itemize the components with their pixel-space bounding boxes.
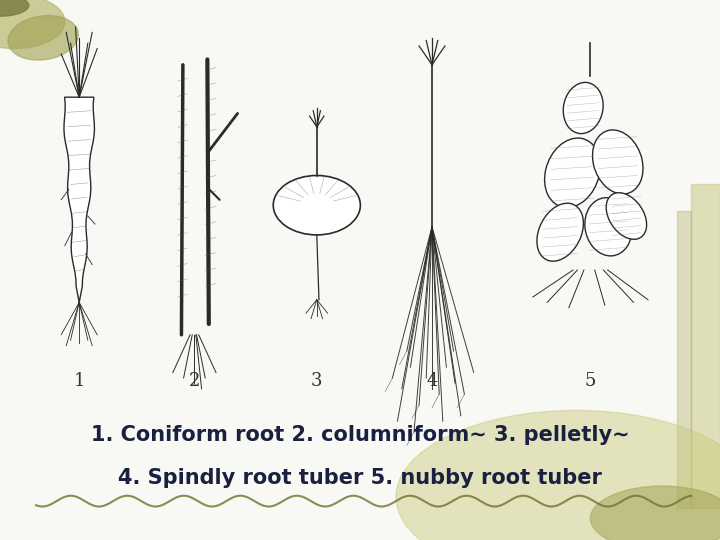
- Bar: [677, 211, 691, 508]
- Polygon shape: [64, 97, 94, 302]
- Ellipse shape: [544, 138, 600, 207]
- Text: 1. Coniform root 2. columniform∼ 3. pelletly∼: 1. Coniform root 2. columniform∼ 3. pell…: [91, 424, 629, 445]
- Ellipse shape: [274, 176, 361, 235]
- Text: 3: 3: [311, 372, 323, 390]
- Bar: [691, 184, 720, 508]
- Ellipse shape: [396, 410, 720, 540]
- Ellipse shape: [593, 130, 643, 194]
- Ellipse shape: [606, 193, 647, 239]
- Text: 2: 2: [189, 372, 200, 390]
- Ellipse shape: [0, 0, 65, 49]
- Text: 4: 4: [426, 372, 438, 390]
- Ellipse shape: [563, 83, 603, 133]
- Ellipse shape: [8, 16, 78, 60]
- Ellipse shape: [585, 198, 632, 256]
- Text: 4. Spindly root tuber 5. nubby root tuber: 4. Spindly root tuber 5. nubby root tube…: [118, 468, 602, 488]
- Ellipse shape: [0, 0, 29, 16]
- Ellipse shape: [590, 486, 720, 540]
- Text: 5: 5: [585, 372, 596, 390]
- Text: 1: 1: [73, 372, 85, 390]
- Ellipse shape: [537, 203, 583, 261]
